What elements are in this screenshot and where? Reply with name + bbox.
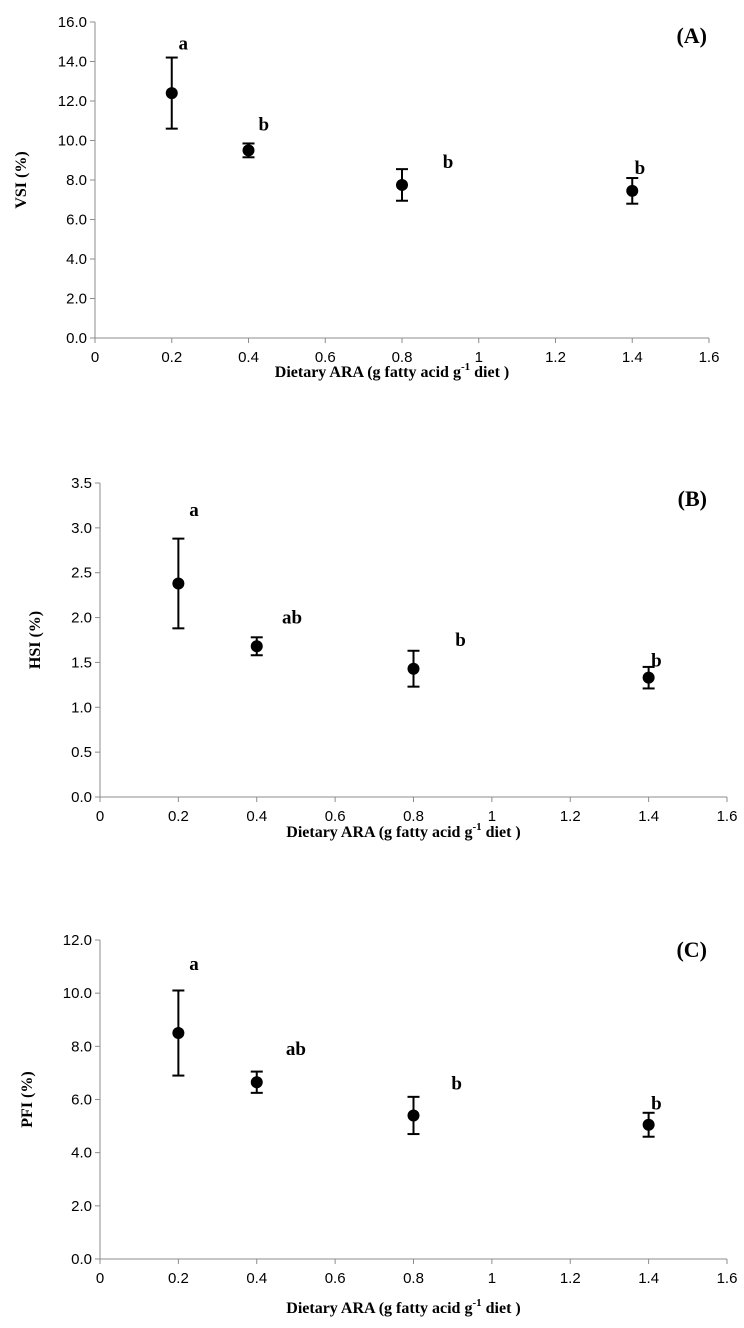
data-point xyxy=(626,184,639,197)
y-tick-label: 3.0 xyxy=(71,520,92,537)
x-tick-label: 1.2 xyxy=(560,808,581,825)
x-tick-label: 0.6 xyxy=(325,1270,346,1287)
significance-letter: b xyxy=(651,651,662,672)
x-axis-title-main: Dietary ARA (g fatty acid g xyxy=(286,1300,472,1317)
y-tick-label: 2.0 xyxy=(71,610,92,627)
x-tick-label: 0.8 xyxy=(403,1270,424,1287)
data-point xyxy=(396,178,408,191)
chart-panel-1: 0.0 2.0 4.0 6.0 8.0 10.0 12.0 14.0 16.0 0 0.2 0.4 0.… xyxy=(13,14,719,381)
significance-letter: a xyxy=(189,954,199,975)
data-point xyxy=(407,662,420,675)
y-tick-label: 0.0 xyxy=(71,1251,92,1268)
y-tick-label: 2.5 xyxy=(71,565,92,582)
x-tick-label: 1.4 xyxy=(638,808,659,825)
significance-letter: b xyxy=(651,1093,662,1114)
x-axis-title-main: Dietary ARA (g fatty acid g xyxy=(275,364,461,381)
x-tick-label: 1.6 xyxy=(717,1270,738,1287)
x-axis-title-tail: diet ) xyxy=(482,824,521,841)
data-point xyxy=(642,1118,655,1131)
significance-letter: a xyxy=(179,34,189,55)
y-axis-title: VSI (%) xyxy=(13,151,30,208)
y-tick-label: 6.0 xyxy=(66,212,87,229)
x-tick-label: 0.2 xyxy=(161,349,182,366)
y-tick-label: 1.5 xyxy=(71,654,92,671)
x-axis-title-sup: -1 xyxy=(461,361,470,373)
significance-letter: b xyxy=(443,152,454,173)
panel-label: (C) xyxy=(676,937,707,962)
chart-panel-2: 0.0 0.5 1.0 1.5 2.0 2.5 3.0 3.5 0 0.2 0.4 0.6 0.8 1 1.… xyxy=(27,475,737,841)
y-tick-label: 3.5 xyxy=(71,475,92,492)
significance-letter: b xyxy=(455,630,466,651)
significance-letter: a xyxy=(189,500,199,521)
x-axis-title-sup: -1 xyxy=(472,1297,481,1309)
x-tick-label: 0.6 xyxy=(325,808,346,825)
x-axis-title-tail: diet ) xyxy=(482,1300,521,1317)
x-tick-label: 0 xyxy=(96,1270,104,1287)
x-tick-label: 1.2 xyxy=(560,1270,581,1287)
significance-letter: ab xyxy=(282,608,302,629)
y-tick-label: 2.0 xyxy=(71,1198,92,1215)
data-point xyxy=(407,1109,420,1122)
data-point xyxy=(165,87,178,100)
x-tick-label: 0 xyxy=(96,808,104,825)
x-tick-label: 1.6 xyxy=(717,808,738,825)
y-tick-label: 0.5 xyxy=(71,744,92,761)
y-tick-label: 12.0 xyxy=(58,93,87,110)
significance-letter: b xyxy=(635,158,646,179)
x-tick-label: 1.2 xyxy=(545,349,566,366)
y-tick-label: 8.0 xyxy=(66,172,87,189)
data-point xyxy=(642,671,655,684)
y-tick-label: 14.0 xyxy=(58,54,87,71)
x-tick-label: 1.6 xyxy=(699,349,720,366)
x-tick-label: 1.4 xyxy=(638,1270,659,1287)
data-point xyxy=(172,1027,185,1040)
x-tick-label: 0.4 xyxy=(246,808,267,825)
x-tick-label: 1 xyxy=(488,808,496,825)
y-tick-label: 4.0 xyxy=(71,1145,92,1162)
y-tick-label: 1.0 xyxy=(71,699,92,716)
panel-label: (A) xyxy=(676,23,707,48)
x-tick-label: 0.8 xyxy=(403,808,424,825)
significance-letter: b xyxy=(259,115,270,136)
panel-label: (B) xyxy=(678,486,707,511)
y-axis-title: PFI (%) xyxy=(19,1071,36,1127)
data-point xyxy=(172,577,185,590)
x-axis-title: Dietary ARA (g fatty acid g-1 diet ) xyxy=(286,1297,520,1317)
significance-letter: ab xyxy=(286,1039,306,1060)
x-axis-title-main: Dietary ARA (g fatty acid g xyxy=(286,824,472,841)
y-axis-title: HSI (%) xyxy=(27,611,44,669)
x-tick-label: 1 xyxy=(488,1270,496,1287)
x-axis-title-sup: -1 xyxy=(472,821,481,833)
y-tick-label: 4.0 xyxy=(66,251,87,268)
data-point xyxy=(242,144,255,157)
y-tick-label: 10.0 xyxy=(63,985,92,1002)
y-tick-label: 6.0 xyxy=(71,1092,92,1109)
x-tick-label: 0 xyxy=(91,349,99,366)
x-tick-label: 0.8 xyxy=(392,349,413,366)
x-axis-title: Dietary ARA (g fatty acid g-1 diet ) xyxy=(286,821,520,841)
data-point xyxy=(250,1076,263,1089)
x-tick-label: 0.4 xyxy=(238,349,259,366)
chart-panel-3: 0.0 2.0 4.0 6.0 8.0 10.0 12.0 0 0.2 0.4 0.6 0.8 1 1.2… xyxy=(19,932,737,1317)
y-tick-label: 8.0 xyxy=(71,1038,92,1055)
y-tick-label: 0.0 xyxy=(71,789,92,806)
y-tick-label: 2.0 xyxy=(66,291,87,308)
y-tick-label: 16.0 xyxy=(58,14,87,31)
x-tick-label: 1.4 xyxy=(622,349,643,366)
x-axis-title-tail: diet ) xyxy=(470,364,509,381)
x-tick-label: 0.2 xyxy=(168,808,189,825)
y-tick-label: 10.0 xyxy=(58,133,87,150)
x-axis-title: Dietary ARA (g fatty acid g-1 diet ) xyxy=(275,361,509,381)
x-tick-label: 0.6 xyxy=(315,349,336,366)
significance-letter: b xyxy=(451,1074,462,1095)
x-tick-label: 0.4 xyxy=(246,1270,267,1287)
data-point xyxy=(250,640,263,653)
x-tick-label: 0.2 xyxy=(168,1270,189,1287)
y-tick-label: 12.0 xyxy=(63,932,92,949)
x-tick-label: 1 xyxy=(475,349,483,366)
y-tick-label: 0.0 xyxy=(66,330,87,347)
